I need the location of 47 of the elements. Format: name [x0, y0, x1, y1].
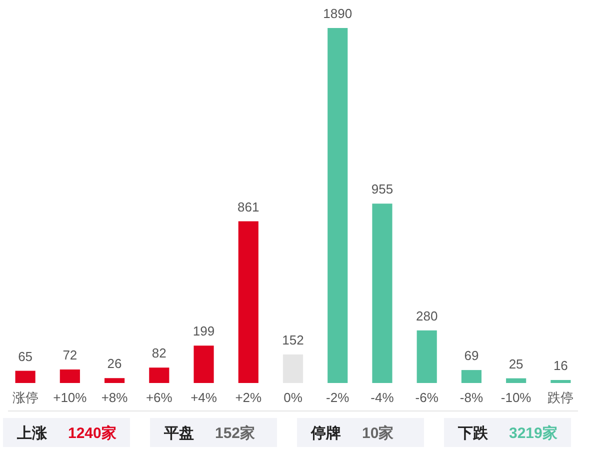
bar — [238, 221, 258, 383]
x-tick-label: 涨停 — [12, 390, 38, 405]
category-label: 平盘 — [163, 425, 194, 442]
data-label: 25 — [508, 356, 524, 372]
x-tick-label: -8% — [460, 390, 484, 405]
data-label: 10家 — [362, 424, 394, 442]
data-label: 199 — [192, 324, 215, 339]
data-label: 1890 — [323, 6, 352, 21]
x-tick-label: +4% — [190, 390, 218, 405]
bar — [104, 378, 125, 383]
data-label: 152 — [282, 332, 304, 348]
bar — [149, 368, 170, 383]
category-label: 上涨 — [16, 425, 48, 442]
x-tick-label: 跌停 — [548, 390, 574, 405]
x-tick-label: +8% — [101, 390, 128, 405]
bar — [194, 346, 214, 383]
data-label: 280 — [416, 308, 438, 324]
bar — [550, 380, 571, 383]
x-tick-label: +10% — [53, 390, 88, 405]
data-label: 26 — [107, 356, 122, 372]
bar — [15, 370, 36, 383]
data-label: 69 — [464, 348, 479, 364]
bar — [416, 330, 437, 383]
x-tick-label: -4% — [370, 390, 394, 405]
data-label: 1240家 — [68, 424, 116, 442]
x-tick-label: -6% — [415, 390, 439, 405]
data-label: 152家 — [215, 424, 256, 442]
data-label: 861 — [238, 199, 260, 214]
data-label: 65 — [18, 348, 33, 364]
x-tick-label: +6% — [146, 390, 173, 405]
bar — [372, 204, 392, 383]
x-tick-label: 0% — [284, 390, 303, 405]
x-tick-label: -2% — [326, 390, 350, 405]
bar — [461, 370, 482, 383]
data-label: 16 — [553, 358, 568, 373]
bar — [328, 28, 348, 383]
category-label: 停牌 — [310, 425, 341, 442]
bar — [506, 378, 526, 383]
data-label: 955 — [371, 182, 394, 197]
data-label: 72 — [62, 347, 78, 362]
data-label: 82 — [152, 346, 166, 361]
x-tick-label: -10% — [500, 390, 532, 405]
bar — [282, 354, 304, 383]
category-label: 下跌 — [457, 425, 489, 442]
data-label: 3219家 — [509, 424, 558, 442]
bar — [60, 369, 80, 383]
x-tick-label: +2% — [235, 390, 262, 405]
